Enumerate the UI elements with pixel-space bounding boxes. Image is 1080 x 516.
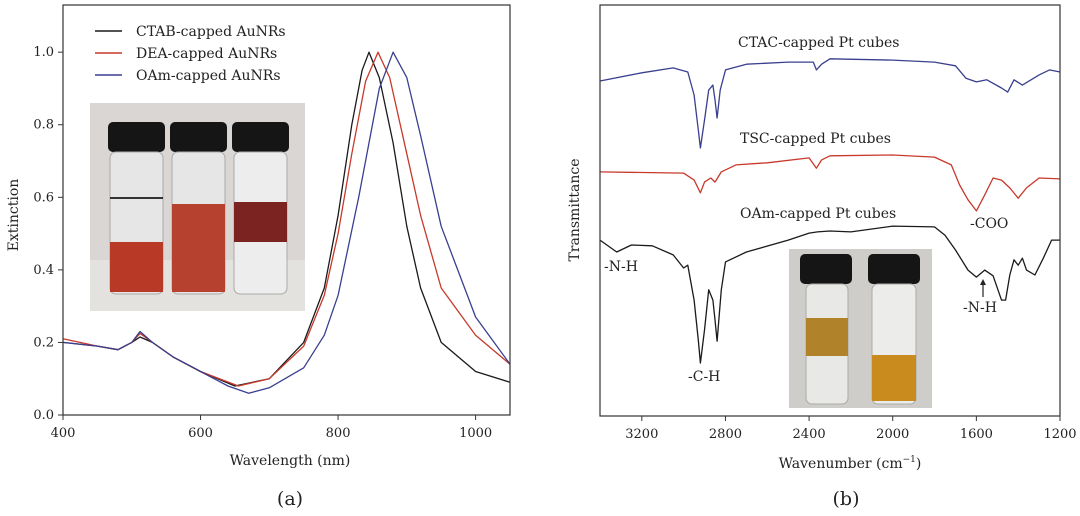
legend-label-ctab: CTAB-capped AuNRs	[136, 24, 286, 40]
b-series-line-2	[599, 225, 1060, 364]
a-x-tick-label: 600	[188, 426, 213, 441]
panel-a: 400 600 800 1000 0.0 0.2 0.4 0.6 0.8 1.0 CTAB-cap…	[6, 4, 511, 510]
series-label-tsc: TSC-capped Pt cubes	[740, 131, 891, 147]
a-y-tick-label: 0.6	[33, 190, 54, 205]
annotation-nh-left: -N-H	[604, 259, 638, 275]
annotation-ch: -C-H	[688, 369, 720, 385]
b-series-line-0	[599, 58, 1061, 149]
b-x-tick-label: 2400	[793, 427, 826, 442]
plot-frame-a	[62, 4, 511, 416]
panel-b: 3200 2800 2400 2000 1600 1200 CTAC-capped Pt …	[567, 4, 1077, 510]
b-x-tick-label: 3200	[625, 427, 658, 442]
legend-label-oam: OAm-capped AuNRs	[136, 68, 281, 84]
series-label-ctac: CTAC-capped Pt cubes	[738, 35, 899, 51]
b-x-tick-label: 1200	[1043, 427, 1076, 442]
a-x-tick-label: 400	[51, 426, 76, 441]
a-x-tick-label: 800	[326, 426, 351, 441]
a-y-tick-label: 1.0	[33, 45, 54, 60]
panel-caption-a: (a)	[277, 488, 303, 510]
legend-a: CTAB-capped AuNRs DEA-capped AuNRs OAm-c…	[95, 24, 286, 84]
a-y-tick-label: 0.4	[33, 263, 54, 278]
b-x-tick-label: 2000	[876, 427, 909, 442]
y-axis-label-b: Transmittance	[567, 158, 583, 261]
inset-photo-pt-vials	[789, 249, 932, 408]
b-x-tick-label: 1600	[960, 427, 993, 442]
a-y-tick-label: 0.2	[33, 335, 54, 350]
inset-photo-au-vials	[90, 103, 305, 311]
annotation-coo: -COO	[970, 216, 1008, 232]
arrow-icon	[980, 279, 986, 297]
series-label-oam-pt: OAm-capped Pt cubes	[740, 206, 896, 222]
panel-caption-b: (b)	[833, 488, 860, 510]
legend-label-dea: DEA-capped AuNRs	[136, 46, 277, 62]
a-series-line-0	[62, 51, 511, 387]
b-x-tick-label: 2800	[709, 427, 742, 442]
a-y-tick-label: 0.8	[33, 118, 54, 133]
annotation-nh-right: -N-H	[963, 300, 997, 316]
a-x-tick-label: 1000	[459, 426, 492, 441]
b-series-line-1	[599, 154, 1061, 212]
a-y-tick-label: 0.0	[33, 408, 54, 423]
a-series-line-2	[62, 51, 511, 394]
y-axis-label-a: Extinction	[6, 179, 22, 252]
x-axis-label-b: Wavenumber (cm−1)	[779, 455, 922, 472]
x-axis-label-a: Wavelength (nm)	[230, 453, 351, 469]
plot-frame-b	[599, 4, 1061, 417]
